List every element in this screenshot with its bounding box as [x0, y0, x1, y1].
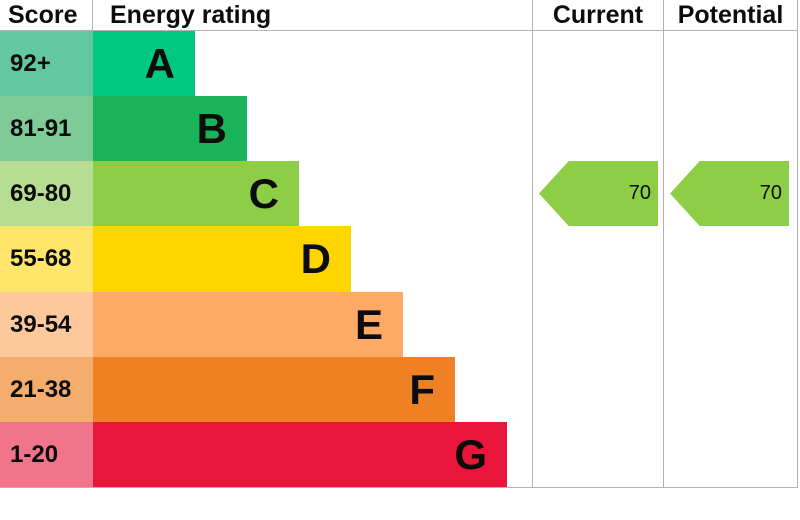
potential-rating-arrow: 70	[670, 161, 789, 226]
header-bottom-border	[0, 30, 798, 31]
band-bar-g: G	[93, 422, 507, 487]
band-bar-f: F	[93, 357, 455, 422]
score-range-a: 92+	[0, 31, 93, 96]
score-range-c: 69-80	[0, 161, 93, 226]
current-rating-arrow: 70	[539, 161, 658, 226]
chart-right-border	[797, 0, 798, 488]
score-range-f: 21-38	[0, 357, 93, 422]
band-bar-d: D	[93, 226, 351, 292]
potential-rating-value: 70	[759, 182, 782, 204]
band-bar-b: B	[93, 96, 247, 161]
energy-rating-column-header: Energy rating	[110, 1, 272, 29]
chart-bottom-border	[0, 487, 798, 488]
current-column-header: Current	[552, 1, 644, 29]
potential-column-left-border	[663, 0, 664, 488]
score-range-g: 1-20	[0, 422, 93, 487]
potential-column-header: Potential	[677, 1, 784, 29]
band-bar-c: C	[93, 161, 299, 226]
band-bar-e: E	[93, 292, 403, 357]
score-range-d: 55-68	[0, 226, 93, 292]
score-range-b: 81-91	[0, 96, 93, 161]
score-range-e: 39-54	[0, 292, 93, 357]
current-rating-value: 70	[628, 182, 651, 204]
band-bar-a: A	[93, 31, 195, 96]
current-column-left-border	[532, 0, 533, 488]
header-divider-line	[92, 0, 93, 30]
score-column-header: Score	[8, 1, 78, 29]
